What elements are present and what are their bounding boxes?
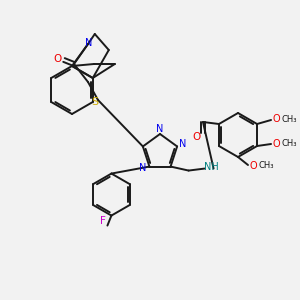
Text: N: N [85, 38, 93, 48]
Text: O: O [193, 132, 201, 142]
Text: CH₃: CH₃ [258, 161, 274, 170]
Text: F: F [100, 216, 106, 226]
Text: O: O [272, 114, 280, 124]
Text: N: N [179, 140, 187, 149]
Text: NH: NH [204, 162, 219, 172]
Text: CH₃: CH₃ [281, 115, 297, 124]
Text: N: N [139, 163, 146, 172]
Text: N: N [156, 124, 164, 134]
Text: S: S [92, 97, 99, 107]
Text: O: O [272, 139, 280, 149]
Text: O: O [53, 54, 61, 64]
Text: CH₃: CH₃ [281, 140, 297, 148]
Text: O: O [249, 161, 257, 171]
